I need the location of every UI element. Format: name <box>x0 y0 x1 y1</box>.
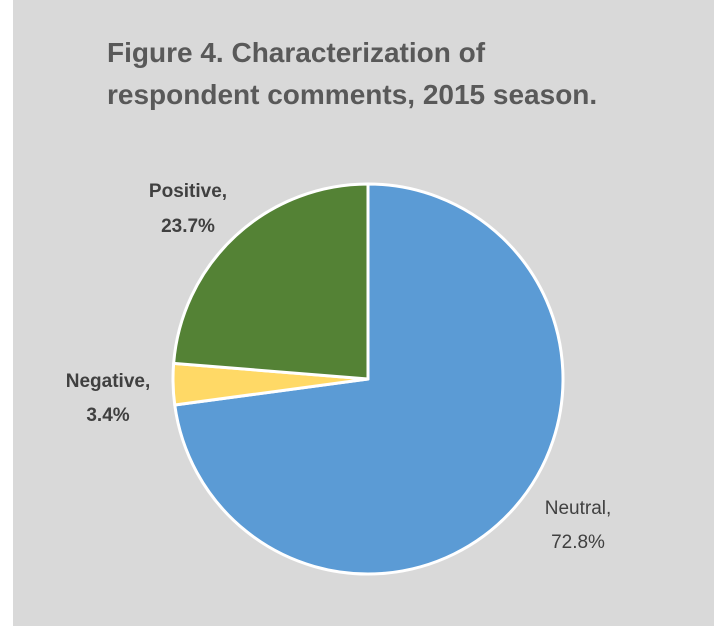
label-negative-name: Negative, <box>66 371 150 392</box>
pie-slices <box>171 182 565 576</box>
chart-title-line-1: Figure 4. Characterization of <box>107 37 486 68</box>
label-neutral-name: Neutral, <box>545 498 612 519</box>
chart-title-line-2: respondent comments, 2015 season. <box>107 79 598 110</box>
label-neutral-pct: 72.8% <box>551 532 605 553</box>
label-negative-pct: 3.4% <box>86 405 129 426</box>
label-positive: Positive, 23.7% <box>149 181 227 237</box>
chart-title: Figure 4. Characterization of respondent… <box>107 32 597 116</box>
label-positive-pct: 23.7% <box>161 216 215 237</box>
pie-slice-positive <box>172 182 370 381</box>
label-negative: Negative, 3.4% <box>66 371 150 426</box>
label-positive-name: Positive, <box>149 181 227 202</box>
label-neutral: Neutral, 72.8% <box>545 498 612 553</box>
